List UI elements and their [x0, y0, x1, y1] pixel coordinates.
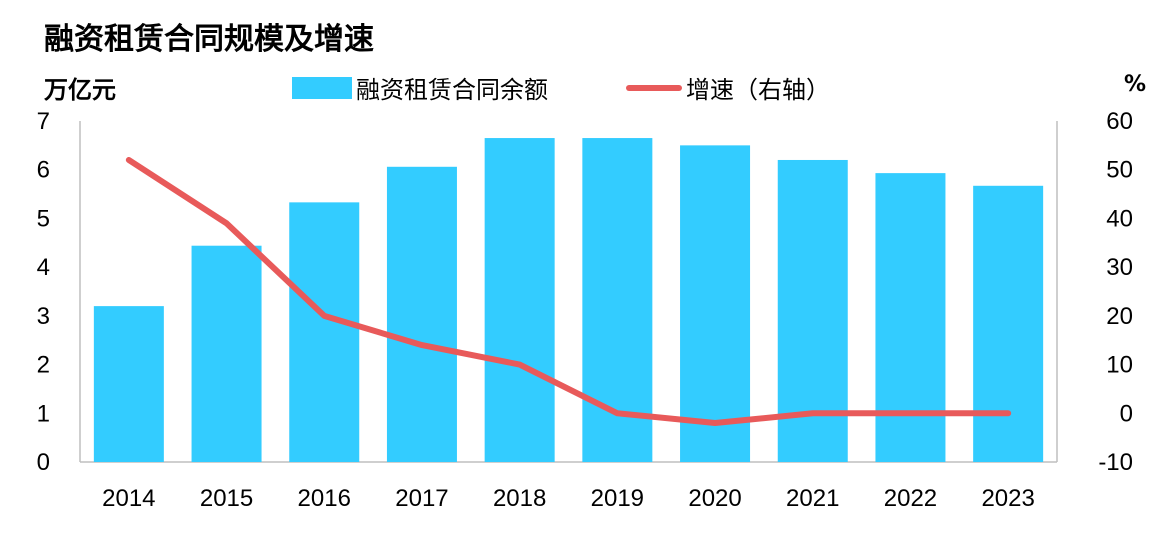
legend: 融资租赁合同余额 增速（右轴） [292, 70, 908, 105]
legend-item-balance: 融资租赁合同余额 [292, 70, 548, 105]
y-right-unit-label: % [1124, 72, 1147, 97]
left-tick-label: 2 [37, 352, 50, 379]
x-tick-label: 2016 [298, 485, 351, 512]
left-tick-label: 7 [37, 108, 50, 135]
bar-2018 [484, 138, 555, 463]
right-tick-label: 10 [1106, 352, 1133, 379]
left-tick-label: 4 [37, 254, 50, 281]
bar-2020 [680, 145, 751, 462]
legend-swatch-line [626, 84, 682, 91]
right-tick-label: 40 [1106, 205, 1133, 232]
y-left-unit-label: 万亿元 [44, 76, 116, 104]
bar-series [93, 138, 1044, 463]
right-tick-label: -10 [1098, 449, 1133, 476]
left-tick-label: 3 [37, 303, 50, 330]
legend-item-growth: 增速（右轴） [626, 70, 830, 105]
left-tick-label: 0 [37, 449, 50, 476]
right-tick-label: 20 [1106, 303, 1133, 330]
legend-label-balance: 融资租赁合同余额 [356, 76, 548, 104]
right-tick-label: 0 [1120, 400, 1133, 427]
legend-swatch-bar [292, 76, 352, 99]
x-tick-label: 2015 [200, 485, 253, 512]
x-axis-ticks: 2014 2015 2016 2017 2018 2019 2020 2021 2022 2023 [102, 485, 1035, 512]
x-tick-label: 2022 [884, 485, 937, 512]
bar-2019 [582, 138, 653, 463]
left-tick-label: 5 [37, 205, 50, 232]
bar-2016 [289, 202, 360, 463]
left-tick-label: 6 [37, 157, 50, 184]
left-tick-label: 1 [37, 400, 50, 427]
line-series [125, 156, 1012, 427]
x-tick-label: 2020 [688, 485, 741, 512]
x-tick-label: 2021 [786, 485, 839, 512]
bar-2023 [973, 185, 1044, 463]
left-axis-ticks: 0 1 2 3 4 5 6 7 [37, 108, 50, 476]
chart-title: 融资租赁合同规模及增速 [44, 22, 374, 57]
bar-2022 [875, 173, 946, 463]
bar-2014 [93, 306, 164, 462]
x-tick-label: 2019 [591, 485, 644, 512]
right-tick-label: 60 [1106, 108, 1133, 135]
x-tick-label: 2017 [395, 485, 448, 512]
x-tick-label: 2023 [981, 485, 1034, 512]
right-axis-ticks: -10 0 10 20 30 40 50 60 [1098, 108, 1133, 476]
bar-2015 [191, 245, 262, 462]
x-tick-label: 2014 [102, 485, 155, 512]
right-tick-label: 30 [1106, 254, 1133, 281]
right-tick-label: 50 [1106, 157, 1133, 184]
growth-line [125, 156, 1012, 427]
legend-label-growth: 增速（右轴） [686, 76, 830, 104]
bar-2017 [386, 166, 457, 462]
x-tick-label: 2018 [493, 485, 546, 512]
